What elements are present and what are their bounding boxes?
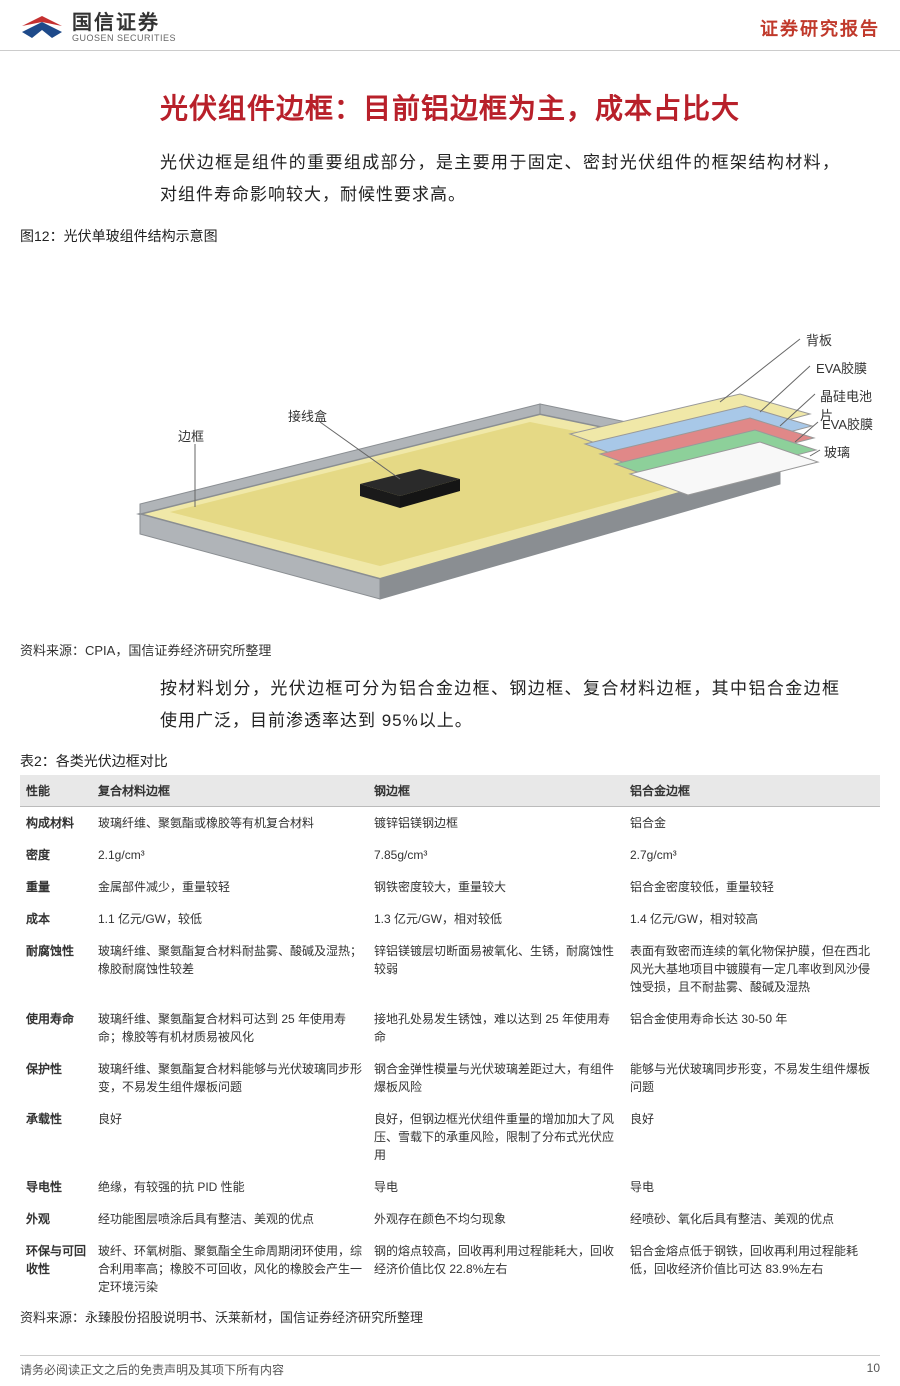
page-title: 光伏组件边框：目前铝边框为主，成本占比大 — [20, 87, 880, 127]
table-row: 成本1.1 亿元/GW，较低1.3 亿元/GW，相对较低1.4 亿元/GW，相对… — [20, 903, 880, 935]
table-cell: 铝合金使用寿命长达 30-50 年 — [624, 1003, 880, 1053]
table-row: 使用寿命玻璃纤维、聚氨酯复合材料可达到 25 年使用寿命；橡胶等有机材质易被风化… — [20, 1003, 880, 1053]
diagram-label-jbox: 接线盒 — [288, 406, 327, 425]
table-cell: 玻璃纤维、聚氨酯复合材料可达到 25 年使用寿命；橡胶等有机材质易被风化 — [92, 1003, 368, 1053]
table-cell: 构成材料 — [20, 807, 92, 840]
table-cell: 接地孔处易发生锈蚀，难以达到 25 年使用寿命 — [368, 1003, 624, 1053]
table-cell: 铝合金密度较低，重量较轻 — [624, 871, 880, 903]
table-cell: 导电性 — [20, 1171, 92, 1203]
table-cell: 钢合金弹性模量与光伏玻璃差距过大，有组件爆板风险 — [368, 1053, 624, 1103]
table-cell: 导电 — [624, 1171, 880, 1203]
table-header-row: 性能 复合材料边框 钢边框 铝合金边框 — [20, 775, 880, 807]
diagram-label-backsheet: 背板 — [806, 330, 832, 349]
table-cell: 玻璃纤维、聚氨酯复合材料耐盐雾、酸碱及湿热；橡胶耐腐蚀性较差 — [92, 935, 368, 1003]
table-cell: 2.7g/cm³ — [624, 839, 880, 871]
table-row: 环保与可回收性玻纤、环氧树脂、聚氨酯全生命周期闭环使用，综合利用率高；橡胶不可回… — [20, 1235, 880, 1303]
diagram-label-eva-bot: EVA胶膜 — [822, 414, 873, 433]
table-cell: 绝缘，有较强的抗 PID 性能 — [92, 1171, 368, 1203]
logo-block: 国信证券 GUOSEN SECURITIES — [20, 12, 176, 44]
table-cell: 环保与可回收性 — [20, 1235, 92, 1303]
diagram-label-eva-top: EVA胶膜 — [816, 358, 867, 377]
table-cell: 7.85g/cm³ — [368, 839, 624, 871]
page-footer: 请务必阅读正文之后的免责声明及其项下所有内容 10 — [20, 1355, 880, 1378]
company-name-cn: 国信证券 — [72, 12, 176, 34]
table-cell: 承载性 — [20, 1103, 92, 1171]
report-header: 国信证券 GUOSEN SECURITIES 证券研究报告 — [0, 0, 900, 51]
table-cell: 金属部件减少，重量较轻 — [92, 871, 368, 903]
figure-source: 资料来源：CPIA，国信证券经济研究所整理 — [20, 640, 880, 659]
table-cell: 良好，但钢边框光伏组件重量的增加加大了风压、雪载下的承重风险，限制了分布式光伏应… — [368, 1103, 624, 1171]
company-logo-icon — [20, 12, 64, 44]
table-header: 铝合金边框 — [624, 775, 880, 807]
table-header: 性能 — [20, 775, 92, 807]
figure-caption: 图12：光伏单玻组件结构示意图 — [20, 226, 880, 246]
table-header: 钢边框 — [368, 775, 624, 807]
footer-disclaimer: 请务必阅读正文之后的免责声明及其项下所有内容 — [20, 1361, 284, 1378]
page-number: 10 — [867, 1361, 880, 1378]
table-cell: 使用寿命 — [20, 1003, 92, 1053]
paragraph-2: 按材料划分，光伏边框可分为铝合金边框、钢边框、复合材料边框，其中铝合金边框使用广… — [20, 673, 880, 738]
table-cell: 镀锌铝镁钢边框 — [368, 807, 624, 840]
table-cell: 钢的熔点较高，回收再利用过程能耗大，回收经济价值比仅 22.8%左右 — [368, 1235, 624, 1303]
table-row: 导电性绝缘，有较强的抗 PID 性能导电导电 — [20, 1171, 880, 1203]
table-cell: 良好 — [92, 1103, 368, 1171]
table-cell: 经功能图层喷涂后具有整洁、美观的优点 — [92, 1203, 368, 1235]
table-row: 承载性良好良好，但钢边框光伏组件重量的增加加大了风压、雪载下的承重风险，限制了分… — [20, 1103, 880, 1171]
table-cell: 铝合金 — [624, 807, 880, 840]
table-cell: 保护性 — [20, 1053, 92, 1103]
table-source: 资料来源：永臻股份招股说明书、沃莱新材，国信证券经济研究所整理 — [20, 1307, 880, 1326]
table-cell: 表面有致密而连续的氧化物保护膜，但在西北风光大基地项目中镀膜有一定几率收到风沙侵… — [624, 935, 880, 1003]
diagram-label-frame: 边框 — [178, 426, 204, 445]
table-cell: 锌铝镁镀层切断面易被氧化、生锈，耐腐蚀性较弱 — [368, 935, 624, 1003]
table-cell: 玻纤、环氧树脂、聚氨酯全生命周期闭环使用，综合利用率高；橡胶不可回收，风化的橡胶… — [92, 1235, 368, 1303]
table-cell: 1.3 亿元/GW，相对较低 — [368, 903, 624, 935]
table-cell: 密度 — [20, 839, 92, 871]
table-cell: 1.4 亿元/GW，相对较高 — [624, 903, 880, 935]
company-name-en: GUOSEN SECURITIES — [72, 34, 176, 44]
table-cell: 成本 — [20, 903, 92, 935]
table-row: 外观经功能图层喷涂后具有整洁、美观的优点外观存在颜色不均匀现象经喷砂、氧化后具有… — [20, 1203, 880, 1235]
table-cell: 能够与光伏玻璃同步形变，不易发生组件爆板问题 — [624, 1053, 880, 1103]
table-cell: 玻璃纤维、聚氨酯或橡胶等有机复合材料 — [92, 807, 368, 840]
table-row: 保护性玻璃纤维、聚氨酯复合材料能够与光伏玻璃同步形变，不易发生组件爆板问题钢合金… — [20, 1053, 880, 1103]
table-row: 重量金属部件减少，重量较轻钢铁密度较大，重量较大铝合金密度较低，重量较轻 — [20, 871, 880, 903]
table-cell: 玻璃纤维、聚氨酯复合材料能够与光伏玻璃同步形变，不易发生组件爆板问题 — [92, 1053, 368, 1103]
table-cell: 铝合金熔点低于钢铁，回收再利用过程能耗低，回收经济价值比可达 83.9%左右 — [624, 1235, 880, 1303]
diagram-label-glass: 玻璃 — [824, 442, 850, 461]
table-caption: 表2：各类光伏边框对比 — [20, 751, 880, 771]
table-row: 耐腐蚀性玻璃纤维、聚氨酯复合材料耐盐雾、酸碱及湿热；橡胶耐腐蚀性较差锌铝镁镀层切… — [20, 935, 880, 1003]
report-type-label: 证券研究报告 — [760, 15, 880, 41]
table-cell: 重量 — [20, 871, 92, 903]
table-cell: 耐腐蚀性 — [20, 935, 92, 1003]
table-row: 构成材料玻璃纤维、聚氨酯或橡胶等有机复合材料镀锌铝镁钢边框铝合金 — [20, 807, 880, 840]
table-header: 复合材料边框 — [92, 775, 368, 807]
table-cell: 导电 — [368, 1171, 624, 1203]
table-cell: 良好 — [624, 1103, 880, 1171]
intro-paragraph: 光伏边框是组件的重要组成部分，是主要用于固定、密封光伏组件的框架结构材料，对组件… — [20, 147, 880, 212]
comparison-table: 性能 复合材料边框 钢边框 铝合金边框 构成材料玻璃纤维、聚氨酯或橡胶等有机复合… — [20, 775, 880, 1303]
table-cell: 外观 — [20, 1203, 92, 1235]
table-cell: 外观存在颜色不均匀现象 — [368, 1203, 624, 1235]
table-cell: 2.1g/cm³ — [92, 839, 368, 871]
table-cell: 钢铁密度较大，重量较大 — [368, 871, 624, 903]
table-row: 密度2.1g/cm³7.85g/cm³2.7g/cm³ — [20, 839, 880, 871]
table-cell: 1.1 亿元/GW，较低 — [92, 903, 368, 935]
table-cell: 经喷砂、氧化后具有整洁、美观的优点 — [624, 1203, 880, 1235]
module-structure-diagram: 边框 接线盒 背板 EVA胶膜 晶硅电池片 EVA胶膜 玻璃 — [20, 254, 880, 634]
